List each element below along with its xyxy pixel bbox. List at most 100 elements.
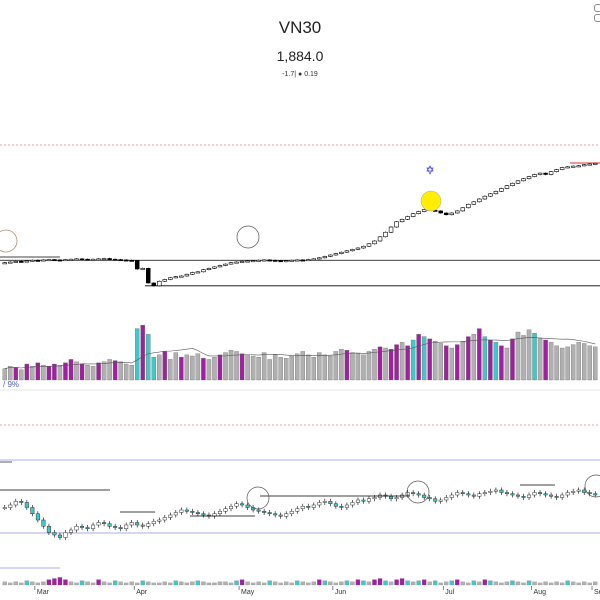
lower-candle [427,497,432,499]
lower-candle [510,493,515,496]
lower-candle [35,513,40,521]
signal-circle [236,225,260,249]
lower-volume-bar [101,581,107,586]
lower-candle [521,496,526,498]
lower-candle [565,492,570,496]
price-candle [223,263,228,266]
lower-volume-bar [179,581,184,586]
lower-candle [361,499,366,502]
lower-candle [571,491,576,493]
lower-volume-bar [190,581,195,586]
lower-volume-bar [52,578,57,586]
volume-bar [548,342,554,381]
price-candle [317,257,322,260]
lower-candle [107,523,112,527]
volume-bar [295,353,300,381]
lower-volume-bar [355,579,361,586]
lower-volume-bar [85,581,90,586]
lower-candle [41,519,46,527]
lower-candle [411,492,416,494]
volume-bar [399,342,405,381]
lower-candle [538,492,543,494]
lower-volume-bar [201,581,206,586]
lower-candle [190,511,195,513]
lower-candle [527,494,532,498]
price-candle [521,178,526,182]
volume-bar [8,366,13,381]
volume-bar [432,340,438,381]
volume-bar [471,334,477,381]
price-candle [190,272,195,275]
price-candle [261,259,267,262]
price-candle [532,174,537,177]
lower-candle [184,509,189,512]
lower-signal-circle-2 [406,480,430,504]
lower-volume-bar [245,581,250,586]
volume-bar [537,337,543,381]
signal-highlight-circle [420,190,442,212]
price-candle [79,258,85,261]
lower-volume-bar [19,582,24,586]
lower-candle [30,507,35,514]
lower-candle [300,506,305,509]
price-candle [471,201,477,205]
lower-candle [118,527,123,529]
change-percent: 0.19 [304,71,318,78]
price-candle [377,236,383,242]
price-candle [449,212,454,216]
lower-volume-bar [427,581,432,586]
lower-candle [477,493,482,497]
volume-bar [118,361,123,381]
price-candle [162,279,168,282]
lower-volume-bar [74,582,79,586]
price-candle [366,243,372,247]
lower-candle [389,496,394,499]
price-candle [537,172,543,175]
lower-volume-bar [548,582,554,586]
lower-signal-circle-3 [584,474,600,498]
price-candle [488,193,493,197]
price-candle [405,216,410,220]
volume-bar [151,356,156,381]
volume-bar [90,366,96,381]
price-candle [548,171,554,175]
lower-volume-bar [350,581,355,586]
lower-candle [560,494,565,498]
price-candle [13,260,19,263]
volume-bar [250,355,256,381]
volume-bar [217,354,223,381]
lower-volume-bar [157,582,162,586]
price-candle [146,267,151,284]
lower-volume-bar [30,581,35,586]
lower-candle [74,526,79,531]
volume-bar [427,338,432,381]
lower-volume-bar [306,582,311,586]
volume-bar [79,363,85,381]
lower-volume-bar [565,580,570,586]
toggle-icon-secondary[interactable] [594,14,600,22]
lower-candle [201,513,206,516]
toggle-icon[interactable] [594,4,600,12]
price-candle [300,259,305,262]
volume-bar [405,345,410,381]
lower-volume-bar [504,581,510,586]
signal-circle-left [0,229,18,253]
lower-candle [223,508,228,512]
lower-volume-bar [96,579,101,586]
lower-candle [124,524,129,529]
lower-candle [394,497,399,499]
volume-bar [256,356,261,381]
volume-bar [515,331,521,381]
volume-bar [46,366,52,381]
volume-bar [85,364,90,381]
price-candle [444,212,449,216]
price-candle [526,176,532,180]
price-candle [311,258,317,261]
price-candle [41,259,46,262]
change-value: -1.7| [282,71,297,78]
lower-volume-bar [317,579,322,586]
price-candle [217,265,223,268]
price-candle [63,259,68,262]
lower-candle [129,522,134,526]
